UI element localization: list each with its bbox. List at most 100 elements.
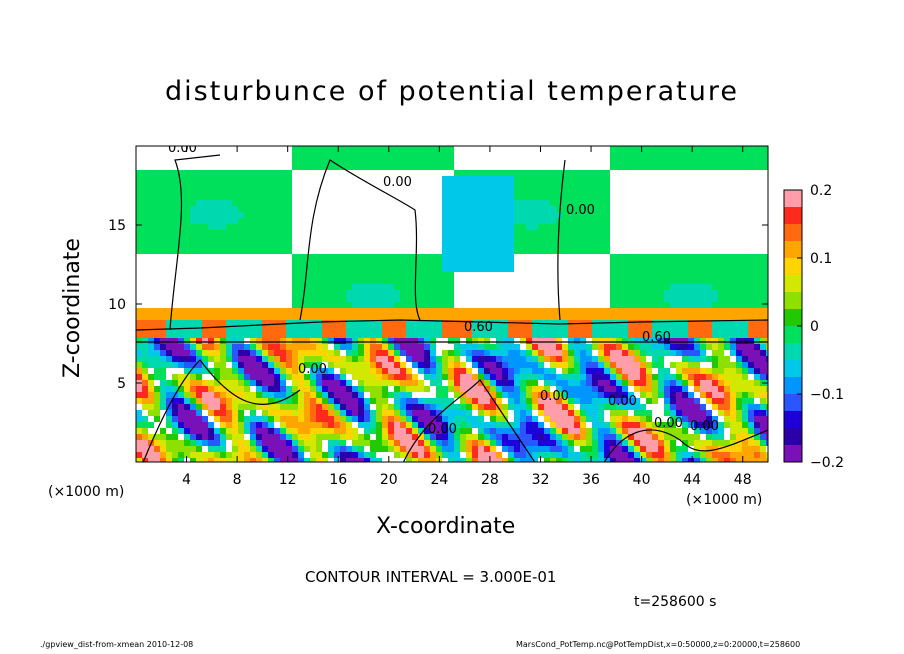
heatmap-cell: [154, 356, 161, 363]
heatmap-cell: [142, 362, 149, 369]
heatmap-cell: [736, 170, 743, 177]
heatmap-cell: [760, 230, 767, 237]
heatmap-cell: [202, 368, 209, 375]
heatmap-cell: [358, 182, 365, 189]
heatmap-cell: [466, 392, 473, 399]
heatmap-cell: [214, 188, 221, 195]
heatmap-cell: [256, 398, 263, 405]
heatmap-cell: [238, 152, 245, 159]
heatmap-cell: [520, 350, 527, 357]
heatmap-cell: [544, 260, 551, 267]
heatmap-cell: [232, 320, 239, 327]
heatmap-cell: [370, 266, 377, 273]
heatmap-cell: [394, 266, 401, 273]
heatmap-cell: [400, 296, 407, 303]
heatmap-cell: [616, 314, 623, 321]
heatmap-cell: [664, 290, 671, 297]
heatmap-cell: [520, 254, 527, 261]
heatmap-cell: [370, 350, 377, 357]
heatmap-cell: [586, 344, 593, 351]
heatmap-cell: [226, 374, 233, 381]
heatmap-cell: [388, 176, 395, 183]
heatmap-cell: [232, 410, 239, 417]
heatmap-cell: [646, 170, 653, 177]
heatmap-cell: [226, 296, 233, 303]
heatmap-cell: [472, 176, 479, 183]
heatmap-cell: [190, 314, 197, 321]
heatmap-cell: [730, 332, 737, 339]
heatmap-cell: [262, 158, 269, 165]
heatmap-cell: [418, 404, 425, 411]
heatmap-cell: [232, 368, 239, 375]
heatmap-cell: [316, 176, 323, 183]
heatmap-cell: [682, 344, 689, 351]
heatmap-cell: [376, 344, 383, 351]
heatmap-cell: [700, 242, 707, 249]
heatmap-cell: [598, 212, 605, 219]
heatmap-cell: [616, 296, 623, 303]
heatmap-cell: [394, 218, 401, 225]
heatmap-cell: [496, 230, 503, 237]
heatmap-cell: [436, 410, 443, 417]
heatmap-cell: [628, 248, 635, 255]
heatmap-cell: [724, 218, 731, 225]
heatmap-cell: [718, 374, 725, 381]
heatmap-cell: [262, 146, 269, 153]
heatmap-cell: [574, 314, 581, 321]
heatmap-cell: [550, 260, 557, 267]
heatmap-cell: [298, 302, 305, 309]
heatmap-cell: [484, 392, 491, 399]
heatmap-cell: [154, 230, 161, 237]
heatmap-cell: [172, 356, 179, 363]
heatmap-cell: [628, 422, 635, 429]
heatmap-cell: [502, 206, 509, 213]
heatmap-cell: [250, 422, 257, 429]
heatmap-cell: [376, 332, 383, 339]
heatmap-cell: [760, 404, 767, 411]
heatmap-cell: [502, 236, 509, 243]
heatmap-cell: [442, 410, 449, 417]
heatmap-cell: [256, 200, 263, 207]
heatmap-cell: [226, 338, 233, 345]
heatmap-cell: [742, 278, 749, 285]
heatmap-cell: [712, 308, 719, 315]
heatmap-cell: [586, 146, 593, 153]
heatmap-cell: [328, 314, 335, 321]
heatmap-cell: [724, 254, 731, 261]
heatmap-cell: [484, 176, 491, 183]
heatmap-cell: [550, 326, 557, 333]
heatmap-cell: [526, 314, 533, 321]
heatmap-cell: [700, 404, 707, 411]
heatmap-cell: [376, 410, 383, 417]
heatmap-cell: [280, 380, 287, 387]
heatmap-cell: [670, 248, 677, 255]
heatmap-cell: [142, 236, 149, 243]
heatmap-cell: [766, 338, 768, 345]
heatmap-cell: [466, 290, 473, 297]
heatmap-cell: [148, 248, 155, 255]
heatmap-cell: [334, 266, 341, 273]
heatmap-cell: [694, 326, 701, 333]
heatmap-cell: [646, 392, 653, 399]
heatmap-cell: [682, 404, 689, 411]
heatmap-cell: [550, 386, 557, 393]
heatmap-cell: [490, 188, 497, 195]
heatmap-cell: [382, 404, 389, 411]
heatmap-cell: [442, 206, 449, 213]
heatmap-cell: [382, 188, 389, 195]
heatmap-cell: [634, 200, 641, 207]
heatmap-cell: [676, 170, 683, 177]
heatmap-cell: [538, 356, 545, 363]
heatmap-cell: [598, 398, 605, 405]
heatmap-cell: [610, 338, 617, 345]
heatmap-cell: [688, 200, 695, 207]
heatmap-cell: [682, 350, 689, 357]
heatmap-cell: [538, 338, 545, 345]
heatmap-cell: [562, 398, 569, 405]
heatmap-cell: [748, 242, 755, 249]
heatmap-cell: [724, 176, 731, 183]
heatmap-cell: [472, 362, 479, 369]
heatmap-cell: [184, 380, 191, 387]
heatmap-cell: [550, 182, 557, 189]
heatmap-cell: [310, 266, 317, 273]
